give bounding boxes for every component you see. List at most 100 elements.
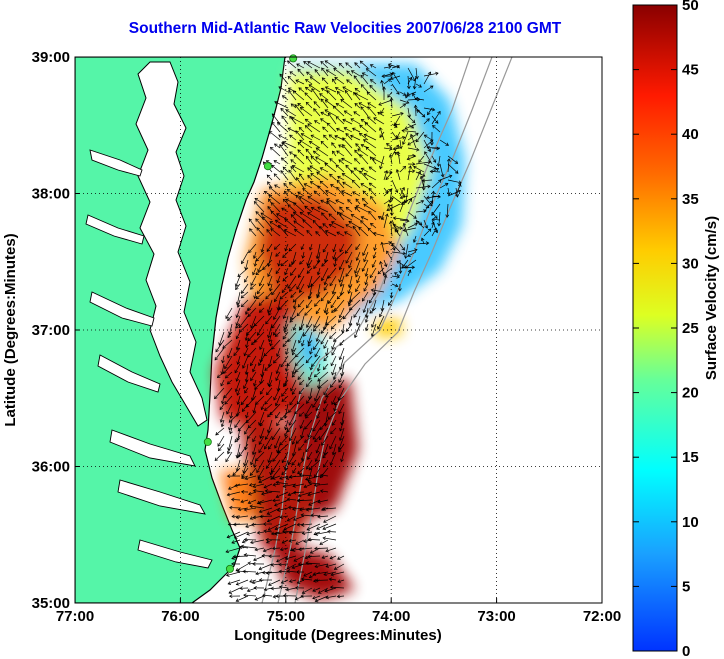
velocity-arrow: [315, 531, 329, 535]
velocity-arrow: [299, 379, 305, 385]
velocity-arrow: [239, 323, 249, 333]
velocity-arrow: [341, 411, 345, 425]
velocity-arrowhead: [305, 477, 309, 481]
velocity-arrowhead: [284, 247, 288, 252]
velocity-arrowhead: [354, 270, 358, 274]
velocity-arrowhead: [266, 309, 271, 314]
velocity-arrow: [311, 88, 321, 101]
velocity-arrowhead: [251, 580, 256, 585]
velocity-arrowhead: [339, 206, 343, 211]
velocity-arrow: [407, 147, 419, 151]
velocity-arrowhead: [271, 346, 275, 350]
velocity-arrowhead: [273, 316, 277, 320]
velocity-arrowhead: [253, 585, 257, 590]
velocity-arrow: [373, 251, 377, 259]
velocity-arrow: [363, 173, 377, 181]
velocity-arrowhead: [358, 102, 363, 106]
velocity-arrow: [276, 363, 281, 374]
velocity-arrowhead: [360, 119, 365, 123]
velocity-arrow: [310, 363, 313, 370]
velocity-arrow: [245, 363, 249, 375]
velocity-arrow: [260, 515, 273, 517]
velocity-arrow: [447, 155, 458, 164]
velocity-arrowhead: [259, 422, 264, 427]
velocity-arrowhead: [320, 297, 325, 302]
velocity-arrowhead: [266, 511, 271, 515]
velocity-arrowhead: [320, 140, 325, 145]
velocity-arrow: [236, 459, 241, 472]
velocity-arrowhead: [330, 304, 335, 309]
velocity-arrow: [257, 283, 265, 294]
velocity-arrowhead: [268, 130, 273, 135]
velocity-arrow: [241, 283, 249, 294]
colorbar-tick-label: 20: [682, 385, 699, 402]
velocity-arrowhead: [272, 546, 276, 551]
velocity-arrow: [287, 563, 297, 570]
velocity-arrow: [405, 91, 409, 99]
velocity-arrow: [324, 60, 337, 69]
velocity-arrowhead: [377, 111, 381, 116]
velocity-arrow: [268, 371, 273, 386]
velocity-arrow: [301, 523, 313, 526]
velocity-arrow: [314, 299, 321, 307]
velocity-arrowhead: [241, 475, 245, 480]
velocity-arrow: [223, 363, 233, 374]
velocity-arrow: [371, 315, 377, 328]
velocity-arrow: [275, 251, 281, 257]
velocity-arrow: [339, 206, 345, 213]
velocity-arrow: [296, 395, 305, 405]
velocity-arrowhead: [314, 68, 319, 73]
velocity-arrowhead: [394, 283, 399, 288]
velocity-arrow: [225, 371, 233, 379]
velocity-arrow: [383, 66, 392, 69]
velocity-arrowhead: [339, 342, 343, 346]
velocity-arrowhead: [296, 400, 301, 405]
velocity-arrow: [268, 331, 273, 342]
x-axis-label: Longitude (Degrees:Minutes): [234, 627, 442, 644]
velocity-arrowhead: [303, 183, 308, 187]
velocity-arrowhead: [319, 93, 323, 97]
velocity-arrowhead: [306, 466, 310, 470]
velocity-arrow: [342, 144, 353, 157]
velocity-arrowhead: [312, 578, 317, 583]
velocity-arrow: [322, 243, 329, 253]
velocity-arrowhead: [315, 147, 320, 151]
velocity-arrowhead: [368, 187, 372, 192]
colorbar-tick-label: 5: [682, 578, 690, 595]
velocity-arrow: [264, 395, 273, 405]
velocity-arrowhead: [247, 424, 252, 429]
velocity-arrow: [301, 578, 313, 581]
velocity-arrowhead: [227, 522, 232, 527]
velocity-arrow: [269, 283, 273, 292]
velocity-arrowhead: [363, 258, 367, 263]
y-tick-label: 39:00: [32, 49, 70, 66]
velocity-arrowhead: [308, 466, 313, 471]
velocity-arrowhead: [280, 417, 284, 421]
velocity-arrowhead: [274, 219, 279, 224]
velocity-arrowhead: [425, 241, 430, 246]
velocity-arrowhead: [365, 68, 370, 72]
velocity-arrow: [307, 451, 313, 460]
velocity-arrow: [340, 283, 345, 296]
velocity-arrowhead: [367, 106, 371, 110]
velocity-arrow: [306, 523, 321, 531]
velocity-arrowhead: [355, 205, 360, 209]
velocity-arrow: [299, 259, 305, 265]
velocity-arrowhead: [237, 427, 242, 432]
velocity-arrow: [413, 166, 425, 173]
velocity-arrow: [317, 363, 321, 372]
map-title: Southern Mid-Atlantic Raw Velocities 200…: [128, 20, 562, 37]
velocity-arrow: [259, 387, 265, 395]
velocity-arrow: [331, 323, 337, 330]
velocity-arrowhead: [387, 63, 392, 67]
velocity-arrow: [431, 179, 442, 189]
velocity-arrowhead: [334, 86, 339, 91]
velocity-arrowhead: [328, 134, 333, 138]
velocity-arrow: [291, 459, 297, 466]
velocity-arrow: [244, 275, 249, 283]
velocity-arrowhead: [267, 273, 271, 277]
velocity-arrow: [335, 103, 345, 109]
velocity-arrowhead: [320, 340, 324, 345]
velocity-arrowhead: [388, 241, 392, 245]
velocity-arrow: [407, 139, 417, 146]
